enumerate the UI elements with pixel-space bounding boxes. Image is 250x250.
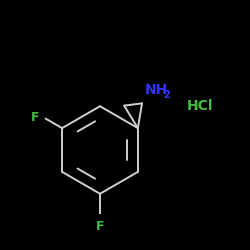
Text: HCl: HCl [187,99,213,113]
Text: F: F [31,111,40,124]
Text: F: F [96,220,104,233]
Text: 2: 2 [163,90,170,100]
Text: NH: NH [144,83,168,97]
